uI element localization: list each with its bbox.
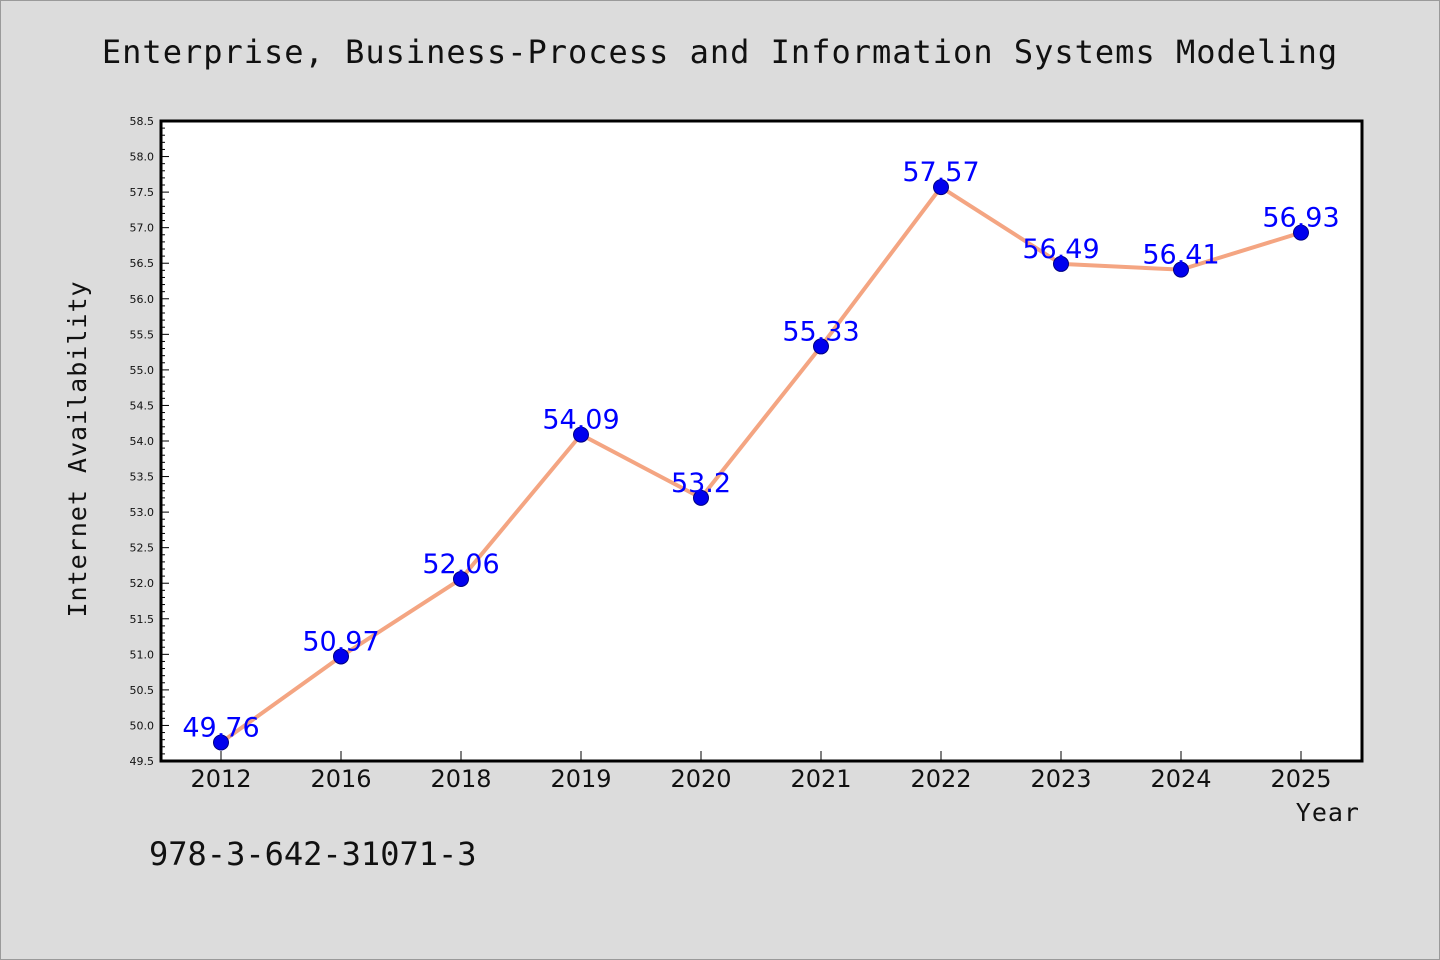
data-label: 55.33 [782, 316, 859, 347]
y-tick-label: 57.5 [130, 186, 155, 199]
footer-identifier: 978-3-642-31071-3 [149, 835, 477, 873]
x-tick-label: 2016 [310, 765, 371, 793]
x-tick-label: 2022 [910, 765, 971, 793]
y-tick-label: 51.0 [130, 648, 155, 661]
x-axis-label: Year [1296, 798, 1360, 827]
y-tick-label: 53.5 [130, 471, 155, 484]
data-label: 56.93 [1262, 203, 1339, 234]
data-point [1053, 255, 1069, 272]
x-axis: 2012 2016 2018 2019 2020 2021 2022 2023 2024 2025 [190, 751, 1332, 793]
y-tick-label: 58.5 [130, 115, 155, 128]
data-label: 52.06 [422, 549, 499, 580]
y-tick-label: 52.5 [130, 542, 155, 555]
x-tick-label: 2021 [790, 765, 851, 793]
x-tick-label: 2018 [430, 765, 491, 793]
data-point [573, 426, 589, 443]
data-label: 56.41 [1142, 240, 1219, 271]
data-point [933, 179, 949, 196]
y-tick-label: 57.0 [130, 222, 155, 235]
data-point [453, 570, 469, 587]
data-label: 53.2 [671, 468, 731, 499]
data-label: 49.76 [182, 713, 259, 744]
y-tick-label: 58.0 [130, 151, 155, 164]
series-line [219, 185, 1302, 745]
y-tick-label: 52.0 [130, 577, 155, 590]
y-tick-label: 49.5 [130, 755, 155, 768]
data-point [213, 734, 229, 751]
data-label: 54.09 [542, 405, 619, 436]
data-point [1173, 261, 1189, 278]
y-tick-label: 50.0 [130, 719, 155, 732]
y-axis: 49.5 50.0 50.5 51.0 51.5 52.0 52.5 53.0 53.5 54.0… [130, 115, 169, 768]
x-tick-label: 2020 [670, 765, 731, 793]
x-tick-label: 2025 [1270, 765, 1331, 793]
data-labels: 49.76 50.97 52.06 54.09 53.2 55.33 57.57 56.49 5… [182, 157, 1339, 743]
chart-title: Enterprise, Business-Process and Informa… [101, 33, 1339, 71]
y-axis-label: Internet Availability [63, 280, 92, 617]
data-label: 57.57 [902, 157, 979, 188]
data-point [813, 338, 829, 355]
y-tick-label: 55.5 [130, 328, 155, 341]
y-tick-label: 56.0 [130, 293, 155, 306]
y-tick-label: 56.5 [130, 257, 155, 270]
y-tick-label: 53.0 [130, 506, 155, 519]
x-tick-label: 2023 [1030, 765, 1091, 793]
data-label: 50.97 [302, 626, 379, 657]
y-tick-label: 54.5 [130, 399, 155, 412]
y-tick-label: 55.0 [130, 364, 155, 377]
y-tick-label: 51.5 [130, 613, 155, 626]
data-point [1293, 224, 1309, 241]
x-tick-label: 2024 [1150, 765, 1211, 793]
x-tick-label: 2019 [550, 765, 611, 793]
data-label: 56.49 [1022, 234, 1099, 265]
plot-area [159, 119, 1364, 763]
y-tick-label: 54.0 [130, 435, 155, 448]
y-tick-label: 50.5 [130, 684, 155, 697]
x-tick-label: 2012 [190, 765, 251, 793]
data-point [333, 648, 349, 665]
data-point [693, 489, 709, 506]
series-layer [213, 179, 1309, 751]
